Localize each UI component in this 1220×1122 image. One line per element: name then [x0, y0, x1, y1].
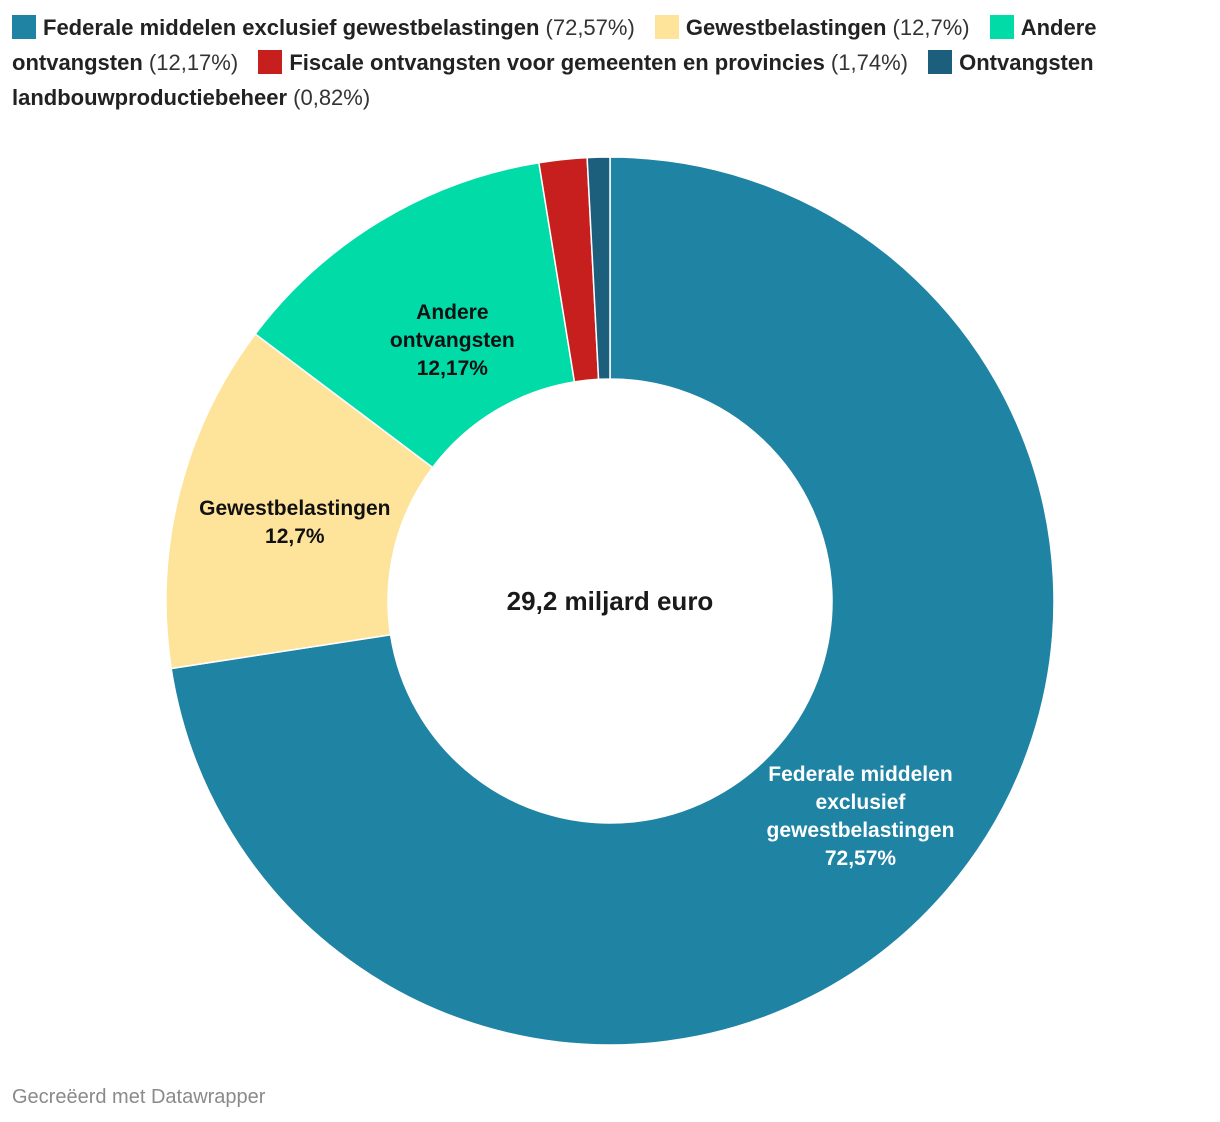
slice-label: Federale middelen exclusief gewestbelastin…: [767, 763, 955, 870]
legend-item: Federale middelen exclusief gewestbelast…: [12, 15, 635, 40]
slice-label-line: Gewestbelastingen: [199, 497, 390, 520]
slice-label-line: Federale middelen: [768, 763, 952, 786]
chart-legend: Federale middelen exclusief gewestbelast…: [12, 10, 1152, 115]
legend-percentage: (72,57%): [539, 15, 635, 40]
legend-percentage: (1,74%): [824, 50, 908, 75]
slice-label-line: 72,57%: [825, 847, 897, 870]
legend-item: Fiscale ontvangsten voor gemeenten en pr…: [258, 50, 908, 75]
legend-swatch: [928, 50, 953, 74]
slice-label-line: gewestbelastingen: [767, 819, 955, 842]
legend-item: Gewestbelastingen (12,7%): [654, 15, 970, 40]
slice-label-line: 12,7%: [265, 525, 325, 548]
footer-credit: Gecreëerd met Datawrapper: [12, 1086, 266, 1108]
donut-slice: [586, 156, 611, 381]
legend-item: Andere ontvangsten (12,17%): [12, 15, 1097, 75]
legend-percentage: (12,7%): [886, 15, 970, 40]
slice-label-line: exclusief: [816, 791, 907, 814]
legend-swatch: [654, 15, 679, 39]
legend-item: Ontvangsten landbouwproductiebeheer (0,8…: [12, 50, 1094, 110]
legend-swatch: [989, 15, 1014, 39]
legend-swatch: [258, 50, 283, 74]
legend-label: Federale middelen exclusief gewestbelast…: [43, 15, 540, 40]
center-total-label: 29,2 miljard euro: [507, 586, 714, 616]
legend-percentage: (12,17%): [142, 50, 239, 75]
slice-label: Gewestbelastingen 12,7%: [199, 497, 390, 548]
legend-label: Andere ontvangsten: [12, 15, 1097, 75]
slice-label-line: Andere: [416, 301, 488, 324]
legend-percentage: (0,82%): [287, 85, 371, 110]
donut-slice: [254, 161, 576, 469]
donut-slice: [170, 156, 1055, 1046]
legend-label: Gewestbelastingen: [685, 15, 887, 40]
slice-label-line: 12,17%: [417, 357, 489, 380]
legend-swatch: [12, 15, 36, 39]
slice-label: Andere ontvangsten 12,17%: [390, 301, 515, 380]
legend-label: Ontvangsten landbouwproductiebeheer: [12, 50, 1094, 110]
slice-label-line: ontvangsten: [390, 329, 515, 352]
legend-label: Fiscale ontvangsten voor gemeenten en pr…: [289, 50, 825, 75]
